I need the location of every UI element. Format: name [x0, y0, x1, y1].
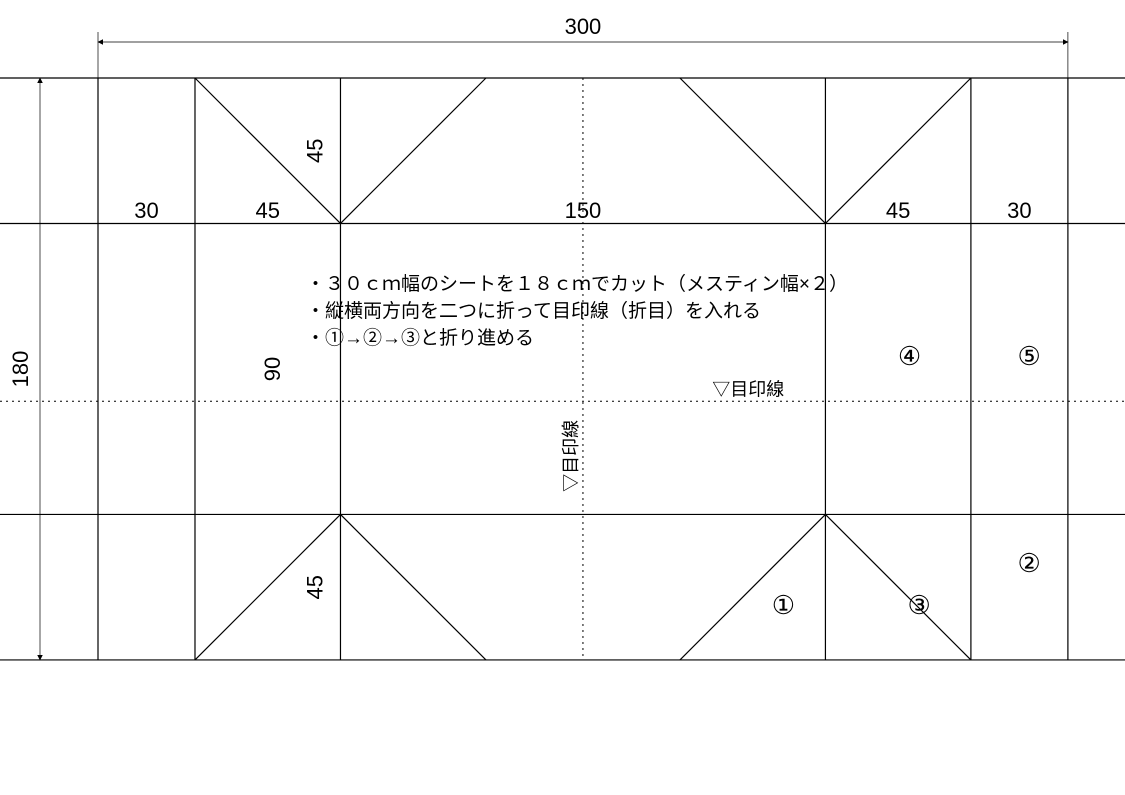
folding-diagram: 300 180 30 45 150 45 30 45 45 90 ▽目印線 ▽目印線 ・３０ｃｍ幅のシー…	[0, 0, 1125, 795]
dim-45-upper: 45	[302, 139, 327, 163]
guide-mark-lines	[0, 78, 1125, 660]
dim-90-mid: 90	[260, 357, 285, 381]
step-number-n2: ②	[1017, 548, 1040, 578]
dim-overall-width: 300	[565, 14, 602, 39]
dim-segment: 30	[134, 198, 158, 223]
dim-segment: 45	[886, 198, 910, 223]
dim-45-lower: 45	[302, 575, 327, 599]
dim-segment: 30	[1007, 198, 1031, 223]
mark-label-horizontal: ▽目印線	[712, 379, 784, 399]
instruction-line: ・①→②→③と折り進める	[306, 327, 534, 349]
mark-label-vertical: ▽目印線	[561, 420, 581, 492]
step-number-n4: ④	[898, 341, 921, 371]
dim-segment: 150	[565, 198, 602, 223]
step-number-n1: ①	[772, 590, 795, 620]
text-labels: 300 180 30 45 150 45 30 45 45 90 ▽目印線 ▽目印線 ・３０ｃｍ幅のシー…	[8, 14, 1041, 620]
dim-segment: 45	[255, 198, 279, 223]
diagonal-fold-lines	[195, 78, 971, 660]
dim-overall-height: 180	[8, 351, 33, 388]
instruction-line: ・３０ｃｍ幅のシートを１８ｃｍでカット（メスティン幅×２）	[306, 273, 848, 295]
step-number-n5: ⑤	[1017, 341, 1040, 371]
step-number-n3: ③	[908, 590, 931, 620]
instruction-line: ・縦横両方向を二つに折って目印線（折目）を入れる	[306, 300, 761, 322]
grid-lines	[0, 78, 1125, 660]
